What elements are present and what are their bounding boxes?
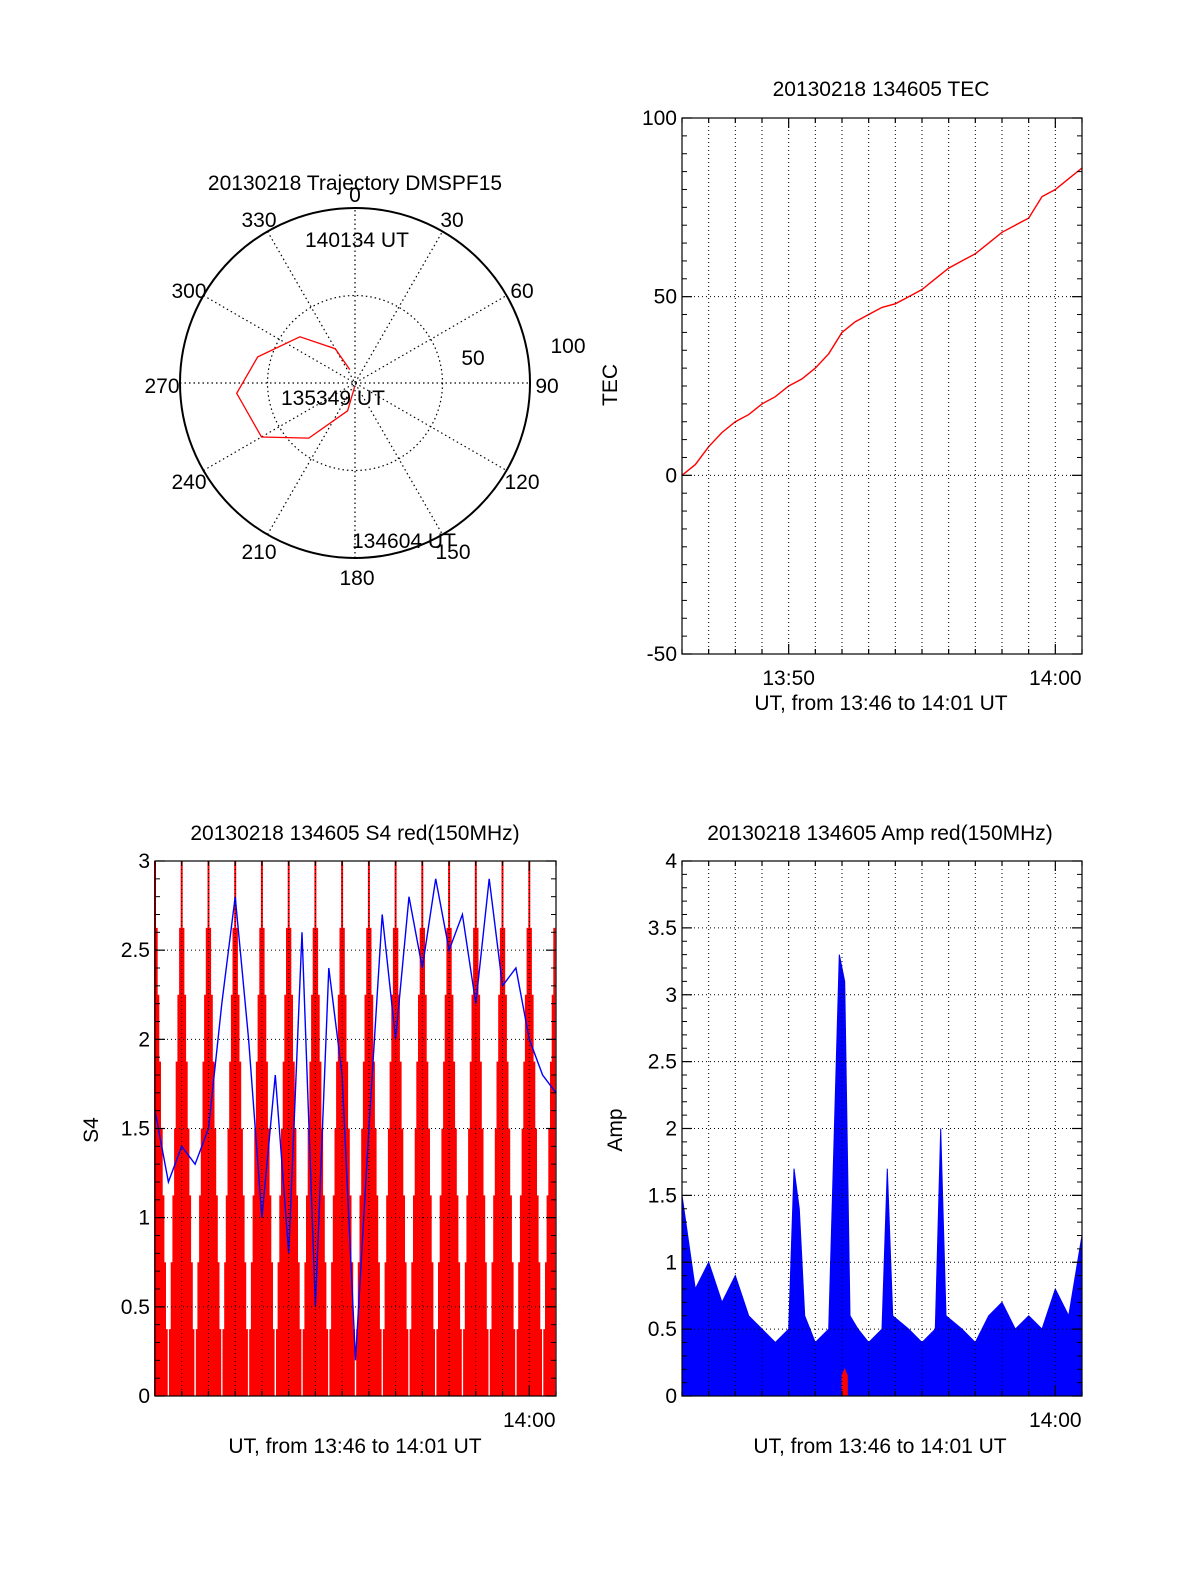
y-tick-label: 0.5 [648,1318,677,1341]
amp-panel: 20130218 134605 Amp red(150MHz) 0 0.5 1 1.5… [604,822,1083,1458]
y-tick-label: 3.5 [648,917,677,940]
s4-title: 20130218 134605 S4 red(150MHz) [190,822,519,845]
angle-label: 120 [504,471,539,494]
grid [682,117,1082,655]
y-tick-label: 1 [665,1251,677,1274]
y-tick-label: 100 [642,107,677,130]
tec-xlabel: UT, from 13:46 to 14:01 UT [754,692,1007,715]
x-tick-label: 14:00 [1029,667,1082,690]
polar-angle-labels: 0 30 60 90 120 150 180 210 240 270 300 3… [144,184,558,590]
tec-title: 20130218 134605 TEC [773,78,990,101]
trajectory-line [235,336,356,439]
y-tick-label: 3 [665,984,677,1007]
series-0-bars [154,861,556,1396]
amp-title: 20130218 134605 Amp red(150MHz) [707,822,1053,845]
trajectory-title: 20130218 Trajectory DMSPF15 [208,172,502,195]
amp-xlabel: UT, from 13:46 to 14:01 UT [753,1435,1006,1458]
s4-panel: 20130218 134605 S4 red(150MHz) 0 0.5 1 1.5 2… [80,822,557,1458]
amp-ylabel: Amp [604,1108,627,1151]
trajectory-annotation-end: 140134 UT [305,229,409,252]
series-0-area [681,954,1083,1397]
y-tick-label: 3 [138,850,150,873]
plot-frame [681,117,1083,655]
s4-ylabel: S4 [80,1117,103,1143]
tec-plot: -50 0 50 100 13:50 14:00 [642,107,1083,690]
angle-label: 270 [144,375,179,398]
y-tick-label: 0 [665,464,677,487]
x-tick-label: 14:00 [1029,1409,1082,1432]
y-tick-label: 2 [138,1028,150,1051]
polar-outer-circle [179,207,531,559]
y-tick-label: 1.5 [648,1184,677,1207]
trajectory-annotation-start: 134604 UT [352,530,456,553]
y-tick-label: 1.5 [121,1118,150,1141]
y-tick-label: 4 [665,850,677,873]
series-0-line [681,167,1083,476]
y-tick-label: 0 [665,1385,677,1408]
y-tick-label: 50 [654,286,677,309]
y-tick-label: 0 [138,1385,150,1408]
s4-xlabel: UT, from 13:46 to 14:01 UT [228,1435,481,1458]
angle-label: 180 [339,567,374,590]
amp-plot: 0 0.5 1 1.5 2 2.5 3 3.5 4 14:00 [648,850,1083,1432]
x-tick-label: 14:00 [503,1409,556,1432]
angle-label: 210 [241,541,276,564]
trajectory-panel: 20130218 Trajectory DMSPF15 0 30 60 90 1… [144,172,585,590]
series-1-area [841,1367,848,1397]
s4-plot: 0 0.5 1 1.5 2 2.5 3 14:00 [121,850,557,1432]
y-tick-label: -50 [647,643,677,666]
y-tick-label: 2.5 [121,939,150,962]
angle-label: 240 [171,471,206,494]
y-tick-label: 2 [665,1118,677,1141]
series-1-line [154,878,557,1361]
angle-label: 300 [171,280,206,303]
angle-label: 0 [349,184,361,207]
radial-label-100: 100 [550,335,585,358]
tec-ylabel: TEC [599,364,622,406]
y-tick-label: 2.5 [648,1051,677,1074]
y-tick-label: 0.5 [121,1296,150,1319]
radial-label-50: 50 [461,347,484,370]
trajectory-annotation-mid: 135349 UT [281,387,385,410]
angle-label: 150 [435,541,470,564]
polar-grid [180,208,530,558]
angle-label: 60 [510,280,533,303]
angle-label: 90 [535,375,558,398]
x-tick-label: 13:50 [762,667,815,690]
y-tick-label: 1 [138,1207,150,1230]
angle-label: 330 [241,209,276,232]
angle-label: 30 [440,209,463,232]
